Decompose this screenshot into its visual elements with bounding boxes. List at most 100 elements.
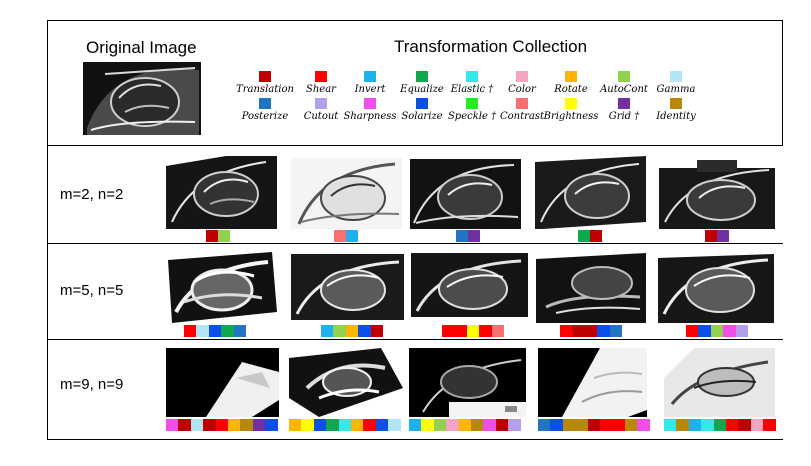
transform-swatch — [664, 419, 677, 431]
transform-strip — [166, 419, 278, 431]
legend-item-elastic: Elastic † — [436, 71, 508, 95]
legend-swatch — [670, 71, 682, 82]
transform-swatch — [221, 325, 234, 337]
transform-swatch — [597, 325, 610, 337]
transform-swatch — [738, 419, 751, 431]
transform-swatch — [178, 419, 191, 431]
transform-swatch — [470, 419, 484, 431]
transform-swatch — [723, 325, 736, 337]
legend-item-rotate: Rotate — [535, 71, 607, 95]
transform-swatch — [572, 325, 585, 337]
transform-strip — [686, 325, 748, 337]
legend-label: Rotate — [554, 84, 588, 95]
transformation-collection-title: Transformation Collection — [394, 37, 588, 56]
transform-swatch — [562, 419, 576, 431]
legend-label: Identity — [656, 111, 696, 122]
row-divider — [47, 20, 783, 21]
row-label-m5: m=5, n=5 — [60, 282, 124, 299]
transform-swatch — [350, 419, 364, 431]
transform-swatch — [190, 419, 204, 431]
transform-swatch — [466, 325, 480, 337]
transform-swatch — [446, 419, 459, 431]
legend-item-translation: Translation — [229, 71, 301, 95]
augmented-image — [289, 348, 403, 417]
legend-item-sharpness: Sharpness — [334, 98, 406, 122]
legend-label: Cutout — [303, 111, 339, 122]
transform-swatch — [218, 230, 230, 242]
legend-label: Color — [508, 84, 536, 95]
legend-item-gamma: Gamma — [640, 71, 712, 95]
row-divider — [47, 243, 783, 244]
transform-swatch — [338, 419, 351, 431]
legend-item-shear: Shear — [285, 71, 357, 95]
frame-left-border — [47, 20, 48, 440]
legend-swatch — [516, 98, 528, 109]
transform-swatch — [688, 419, 702, 431]
legend-item-grid: Grid † — [588, 98, 660, 122]
row-divider — [47, 439, 783, 440]
transform-swatch — [750, 419, 764, 431]
legend-swatch — [618, 71, 630, 82]
transform-swatch — [388, 419, 401, 431]
transform-swatch — [705, 230, 717, 242]
transform-swatch — [321, 325, 334, 337]
transform-swatch — [326, 419, 339, 431]
transform-swatch — [612, 419, 625, 431]
transform-swatch — [458, 419, 471, 431]
augmented-image — [409, 348, 526, 417]
transform-swatch — [301, 419, 314, 431]
legend-label: Shear — [306, 84, 336, 95]
transform-swatch — [637, 419, 650, 431]
transform-swatch — [206, 230, 218, 242]
transform-swatch — [468, 230, 480, 242]
transform-swatch — [550, 419, 563, 431]
legend-item-equalize: Equalize — [386, 71, 458, 95]
transform-swatch — [587, 419, 600, 431]
transform-swatch — [491, 325, 504, 337]
augmented-image — [291, 254, 404, 323]
transform-swatch — [333, 325, 346, 337]
legend-swatch — [516, 71, 528, 82]
transform-swatch — [433, 419, 447, 431]
transform-strip — [538, 419, 650, 431]
transform-swatch — [624, 419, 638, 431]
transform-swatch — [442, 325, 455, 337]
transform-swatch — [358, 325, 371, 337]
transform-swatch — [508, 419, 521, 431]
transform-swatch — [599, 419, 613, 431]
legend-item-identity: Identity — [640, 98, 712, 122]
transform-swatch — [345, 325, 359, 337]
legend-swatch — [364, 98, 376, 109]
figure-frame — [47, 20, 783, 440]
transform-swatch — [676, 419, 689, 431]
transform-swatch — [334, 230, 346, 242]
legend-label: Contrast — [499, 111, 545, 122]
transform-swatch — [166, 419, 179, 431]
legend-item-cutout: Cutout — [285, 98, 357, 122]
transform-strip — [456, 230, 480, 242]
augmented-image — [664, 348, 775, 417]
transform-strip — [560, 325, 622, 337]
legend-label: Brightness — [543, 111, 599, 122]
legend-item-color: Color — [486, 71, 558, 95]
legend-swatch — [466, 71, 478, 82]
transform-swatch — [184, 325, 197, 337]
original-image-title: Original Image — [86, 38, 197, 57]
transform-swatch — [560, 325, 573, 337]
legend-swatch — [315, 98, 327, 109]
augmented-image — [291, 158, 402, 229]
transform-swatch — [763, 419, 776, 431]
transform-swatch — [265, 419, 278, 431]
transform-swatch — [454, 325, 467, 337]
transform-swatch — [363, 419, 376, 431]
transform-swatch — [701, 419, 714, 431]
legend-item-speckle: Speckle † — [436, 98, 508, 122]
transform-swatch — [370, 325, 383, 337]
transform-swatch — [346, 230, 358, 242]
transform-swatch — [203, 419, 216, 431]
transform-swatch — [208, 325, 222, 337]
transform-swatch — [421, 419, 434, 431]
legend-swatch — [364, 71, 376, 82]
transform-strip — [334, 230, 358, 242]
transform-swatch — [686, 325, 699, 337]
